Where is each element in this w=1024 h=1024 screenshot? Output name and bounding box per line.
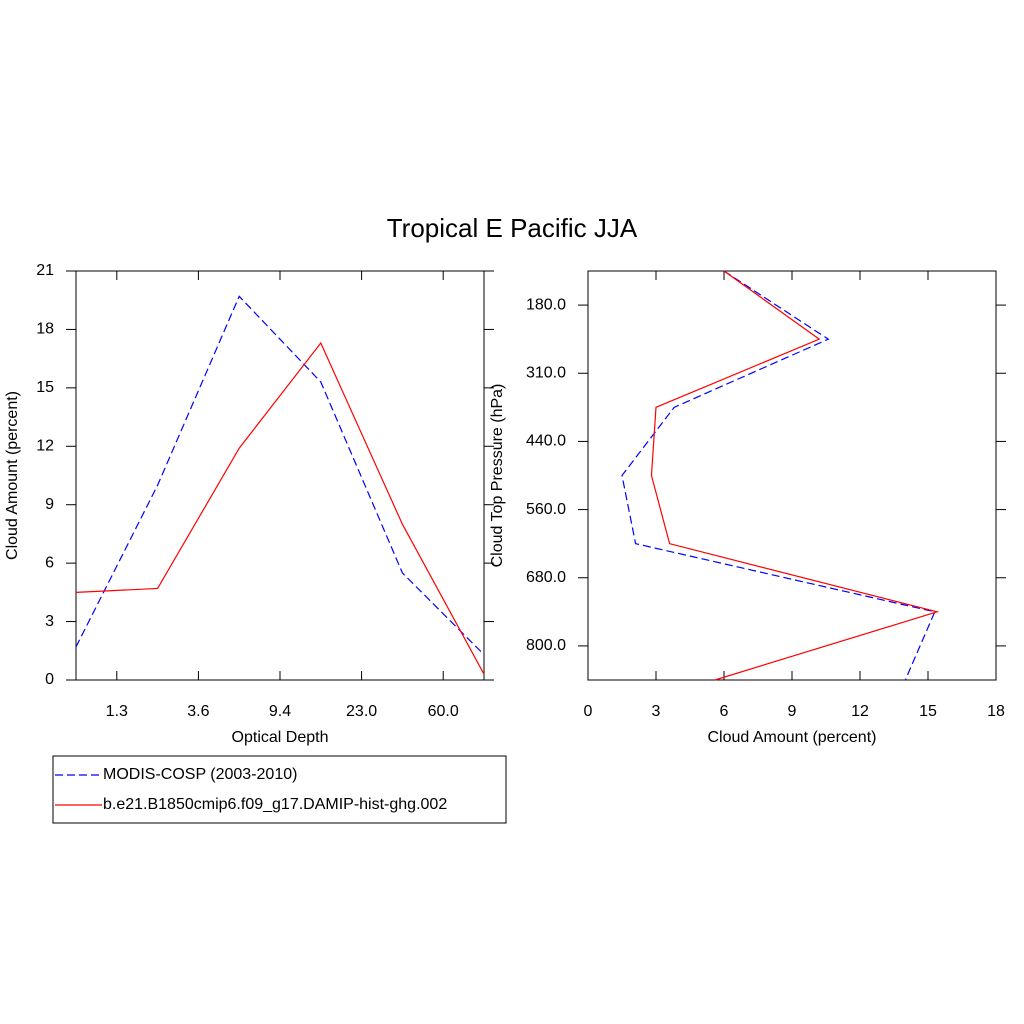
series-line bbox=[621, 270, 936, 681]
x-tick-label: 23.0 bbox=[346, 703, 377, 720]
plot-frame bbox=[75, 270, 485, 681]
legend-label: b.e21.B1850cmip6.f09_g17.DAMIP-hist-ghg.… bbox=[103, 796, 447, 813]
series-line bbox=[650, 270, 940, 681]
y-tick-label: 9 bbox=[45, 496, 54, 513]
y-tick-label: 18 bbox=[36, 321, 54, 338]
figure-title: Tropical E Pacific JJA bbox=[387, 213, 638, 243]
x-axis-label: Cloud Amount (percent) bbox=[708, 729, 877, 746]
y-tick-label: 180.0 bbox=[526, 296, 566, 313]
y-tick-label: 6 bbox=[45, 554, 54, 571]
y-axis-label: Cloud Amount (percent) bbox=[4, 391, 21, 560]
y-tick-label: 15 bbox=[36, 379, 54, 396]
y-tick-label: 3 bbox=[45, 613, 54, 630]
x-tick-label: 0 bbox=[584, 703, 593, 720]
x-tick-label: 3.6 bbox=[187, 703, 209, 720]
y-tick-label: 21 bbox=[36, 262, 54, 279]
x-tick-label: 60.0 bbox=[428, 703, 459, 720]
y-axis-label: Cloud Top Pressure (hPa) bbox=[489, 384, 506, 568]
x-tick-label: 3 bbox=[652, 703, 661, 720]
series-line bbox=[75, 295, 485, 656]
x-tick-label: 12 bbox=[851, 703, 869, 720]
plot-frame bbox=[587, 270, 997, 681]
x-axis-label: Optical Depth bbox=[232, 729, 329, 746]
y-tick-label: 0 bbox=[45, 671, 54, 688]
series-line bbox=[75, 341, 485, 675]
y-tick-label: 310.0 bbox=[526, 364, 566, 381]
y-tick-label: 12 bbox=[36, 438, 54, 455]
x-tick-label: 9.4 bbox=[269, 703, 291, 720]
legend-box bbox=[52, 755, 507, 824]
x-tick-label: 18 bbox=[987, 703, 1005, 720]
x-tick-label: 1.3 bbox=[106, 703, 128, 720]
y-tick-label: 440.0 bbox=[526, 433, 566, 450]
x-tick-label: 9 bbox=[788, 703, 797, 720]
x-tick-label: 6 bbox=[720, 703, 729, 720]
legend-label: MODIS-COSP (2003-2010) bbox=[103, 766, 297, 783]
x-tick-label: 15 bbox=[919, 703, 937, 720]
y-tick-label: 680.0 bbox=[526, 569, 566, 586]
y-tick-label: 560.0 bbox=[526, 501, 566, 518]
y-tick-label: 800.0 bbox=[526, 637, 566, 654]
